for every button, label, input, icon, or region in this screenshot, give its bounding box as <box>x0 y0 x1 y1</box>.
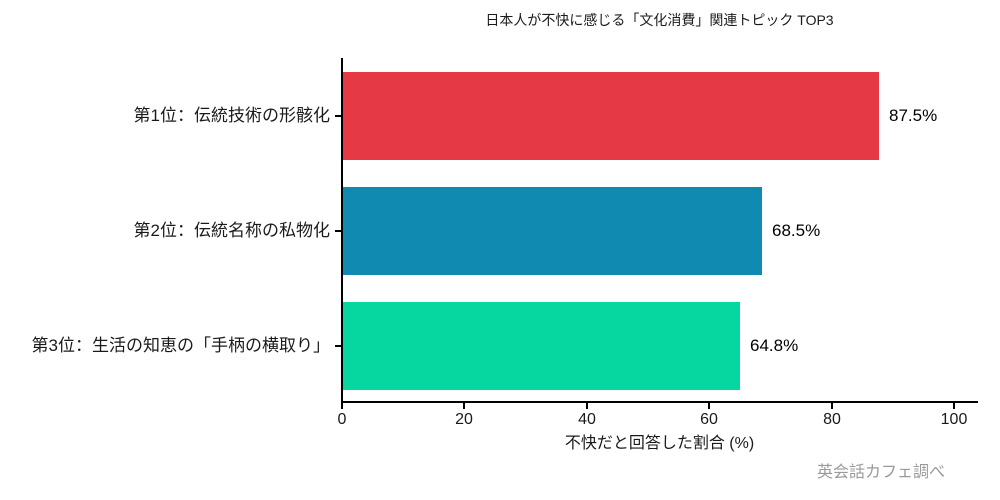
plot-area <box>341 58 978 403</box>
bar <box>343 302 740 390</box>
x-tick <box>586 403 588 409</box>
bar <box>343 187 762 275</box>
x-tick-label: 40 <box>578 411 596 428</box>
chart-title: 日本人が不快に感じる「文化消費」関連トピック TOP3 <box>485 12 834 28</box>
x-tick-label: 0 <box>337 411 347 428</box>
y-tick <box>335 115 341 117</box>
x-tick-label: 80 <box>823 411 841 428</box>
x-tick <box>708 403 710 409</box>
bar-value-label: 64.8% <box>750 336 799 355</box>
x-tick <box>341 403 343 409</box>
bar-category-label: 第1位：伝統技術の形骸化 <box>133 106 330 125</box>
x-tick <box>463 403 465 409</box>
x-tick-label: 100 <box>940 411 968 428</box>
y-tick <box>335 230 341 232</box>
x-tick-label: 60 <box>700 411 718 428</box>
source-note: 英会話カフェ調べ <box>816 464 945 481</box>
bar-category-label: 第3位：生活の知恵の「手柄の横取り」 <box>31 336 330 355</box>
x-tick <box>953 403 955 409</box>
bar-category-label: 第2位：伝統名称の私物化 <box>133 221 330 240</box>
bar-value-label: 68.5% <box>772 221 821 240</box>
x-tick <box>831 403 833 409</box>
bar <box>343 72 879 160</box>
x-tick-label: 20 <box>455 411 473 428</box>
y-tick <box>335 345 341 347</box>
bar-value-label: 87.5% <box>889 106 938 125</box>
x-axis-label: 不快だと回答した割合 (%) <box>564 435 755 452</box>
